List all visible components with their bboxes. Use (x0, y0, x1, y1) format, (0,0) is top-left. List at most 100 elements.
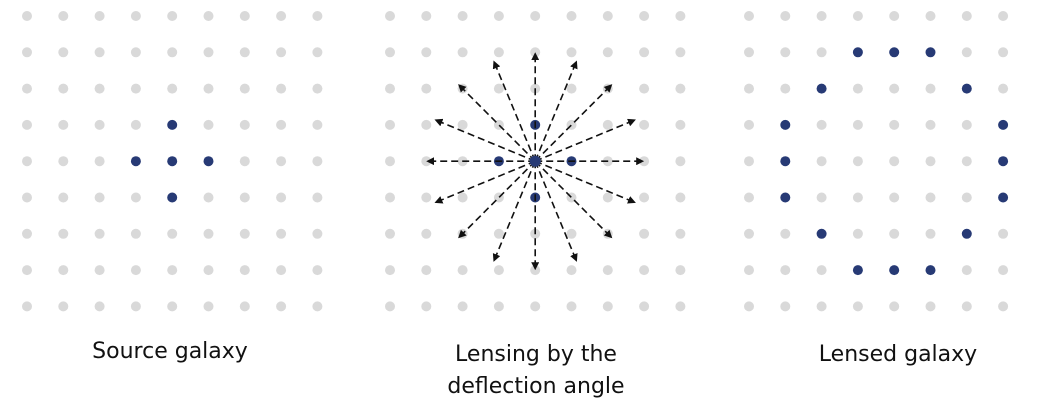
grid-dot (203, 301, 214, 312)
grid-dot (744, 301, 754, 312)
grid-dot (22, 119, 32, 130)
grid-dot (58, 265, 69, 276)
grid-dot (780, 11, 791, 21)
deflection-arrow (492, 60, 536, 162)
grid-dot (566, 301, 577, 312)
grid-dot (58, 119, 69, 130)
grid-dot (203, 83, 214, 94)
grid-dot (203, 192, 214, 203)
grid-dot (639, 47, 650, 58)
grid-dot (276, 83, 287, 94)
lensed-galaxy-panel (744, 11, 1009, 312)
grid-dot (639, 83, 650, 94)
grid-dot (961, 119, 972, 130)
grid-dot (744, 192, 754, 203)
grid-dot (58, 83, 69, 94)
grid-dot (421, 192, 432, 203)
galaxy-dot (780, 119, 791, 130)
grid-dot (385, 301, 395, 312)
grid-dot (385, 47, 395, 58)
grid-dot (276, 119, 287, 130)
grid-dot (421, 119, 432, 130)
galaxy-dot (816, 228, 827, 239)
deflection-arrow (434, 160, 536, 204)
grid-dot (385, 83, 395, 94)
grid-dot (239, 156, 250, 167)
grid-dot (130, 83, 141, 94)
grid-dot (816, 265, 827, 276)
grid-dot (744, 47, 754, 58)
grid-dot (94, 301, 105, 312)
grid-dot (493, 83, 504, 94)
grid-dot (675, 47, 686, 58)
galaxy-dot (780, 192, 791, 203)
grid-dot (94, 83, 105, 94)
grid-dot (852, 119, 863, 130)
grid-dot (457, 265, 468, 276)
grid-dot (167, 228, 178, 239)
galaxy-dot (167, 119, 178, 130)
grid-dot (312, 11, 323, 21)
grid-dot (493, 11, 504, 21)
grid-dot (22, 11, 32, 21)
galaxy-dot (167, 192, 178, 203)
grid-dot (385, 11, 395, 21)
grid-dot (130, 119, 141, 130)
grid-dot (998, 47, 1009, 58)
grid-dot (493, 301, 504, 312)
grid-dot (602, 11, 613, 21)
grid-dot (276, 156, 287, 167)
grid-dot (816, 301, 827, 312)
grid-dot (675, 83, 686, 94)
deflection-arrow (492, 160, 536, 262)
grid-dot (852, 83, 863, 94)
grid-dot (239, 265, 250, 276)
grid-dot (744, 119, 754, 130)
grid-dot (889, 192, 900, 203)
galaxy-dot (167, 156, 178, 167)
grid-dot (889, 83, 900, 94)
grid-dot (421, 228, 432, 239)
deflection-arrow (534, 60, 578, 162)
grid-dot (961, 301, 972, 312)
grid-dot (58, 301, 69, 312)
grid-dot (58, 228, 69, 239)
grid-dot (22, 192, 32, 203)
grid-dot (816, 119, 827, 130)
grid-dot (312, 156, 323, 167)
grid-dot (276, 11, 287, 21)
grid-dot (94, 265, 105, 276)
grid-dot (925, 228, 936, 239)
grid-dot (493, 228, 504, 239)
lensed-galaxy-caption: Lensed galaxy (818, 342, 978, 367)
grid-dot (566, 83, 577, 94)
grid-dot (852, 301, 863, 312)
grid-dot (889, 11, 900, 21)
grid-dot (130, 47, 141, 58)
grid-dot (94, 192, 105, 203)
grid-dot (961, 11, 972, 21)
grid-dot (312, 83, 323, 94)
grid-dot (639, 192, 650, 203)
grid-dot (239, 228, 250, 239)
grid-dot (203, 11, 214, 21)
grid-dot (312, 119, 323, 130)
grid-dot (385, 228, 395, 239)
galaxy-dot (130, 156, 141, 167)
deflection-arrow (534, 84, 613, 162)
galaxy-dot (925, 47, 936, 58)
grid-dot (22, 83, 32, 94)
grid-dot (744, 156, 754, 167)
grid-dot (566, 47, 577, 58)
grid-dot (998, 11, 1009, 21)
galaxy-dot (852, 265, 863, 276)
grid-dot (167, 83, 178, 94)
deflection-arrow (534, 118, 636, 162)
grid-dot (780, 301, 791, 312)
grid-dot (780, 47, 791, 58)
source-galaxy-panel (22, 11, 323, 312)
grid-dot (94, 156, 105, 167)
grid-dot (602, 192, 613, 203)
grid-dot (889, 228, 900, 239)
